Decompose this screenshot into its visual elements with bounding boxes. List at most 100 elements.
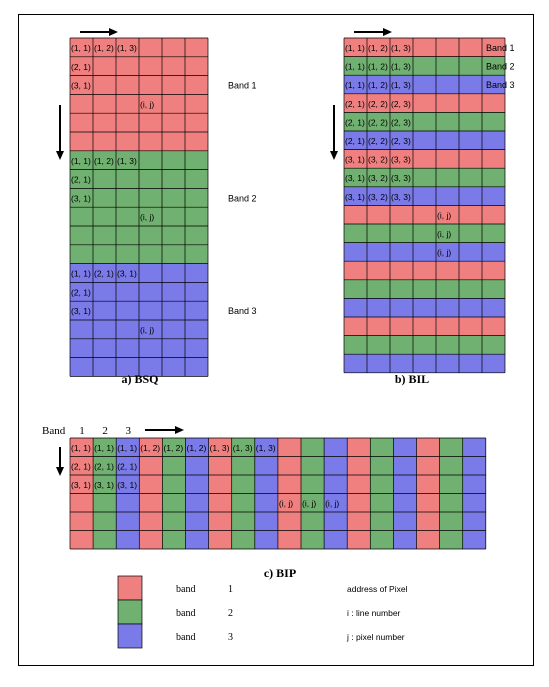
bsq-band-label: Band 2 [228,193,257,203]
bsq-cell-label: (1, 2) [94,156,114,166]
bip-band-number: 2 [102,425,108,437]
bil-cell-label: (1, 2) [368,80,388,90]
bsq-band-label: Band 3 [228,306,257,316]
bil-cell-label: (2, 3) [391,99,411,109]
bip-column-arrow [145,426,184,434]
bsq-cell-label: (i, j) [140,325,154,335]
bil-cell-label: (3, 3) [391,155,411,165]
bsq-caption: a) BSQ [121,372,158,386]
bil-cell-label: (1, 3) [391,43,411,53]
bil-cell-label: (2, 1) [345,99,365,109]
bil-cell-label: (2, 2) [368,117,388,127]
bsq-layout: (1, 1) (1, 2) (1, 3)(2, 1)(3, 1)(i, j)(1, … [56,28,257,386]
legend-note: i : line number [347,608,401,618]
legend-note: j : pixel number [346,632,405,642]
bip-cell-label: (1, 1) [117,443,137,453]
bsq-column-arrow [80,28,118,36]
bip-cell-label: (1, 2) [140,443,160,453]
bsq-cell-label: (2, 1) [71,62,91,72]
bil-cell-label: (2, 3) [391,136,411,146]
bip-cell-label: (3, 1) [71,480,91,490]
bil-row-strip [344,242,505,262]
bsq-cell-label: (3, 1) [117,269,137,279]
bip-cell-label: (1, 3) [210,443,230,453]
bsq-band-label: Band 1 [228,81,257,91]
bil-cell-label: (3, 3) [391,192,411,202]
bil-row-strip [344,261,505,280]
legend-band-word: band [176,608,195,619]
bip-cell-label: (1, 2) [187,443,207,453]
bsq-cell-label: (1, 1) [71,156,91,166]
bip-cell-label: (3, 1) [94,480,114,490]
bip-cell-label: (1, 3) [256,443,276,453]
bip-cell-label: (2, 1) [94,462,114,472]
bil-column-arrow [354,28,392,36]
bil-row-strip [344,93,505,113]
legend: band 1 band 2 band 3 address of Pixel i : line … [117,575,408,649]
figure-frame [18,14,534,666]
bil-band-label: Band 3 [486,80,515,90]
bil-cell-label: (3, 3) [391,173,411,183]
legend-band-word: band [176,584,195,595]
bip-band-number: 3 [125,425,131,437]
bip-cell-label: (1, 1) [71,443,91,453]
bil-row-strip [344,56,505,76]
bip-cell-label: (2, 1) [117,462,137,472]
bil-cell-label: (3, 1) [345,192,365,202]
legend-swatch [117,599,143,625]
bsq-cell-label: (3, 1) [71,193,91,203]
bil-row-strip [344,38,505,57]
bsq-cell-label: (1, 3) [117,156,137,166]
bil-row-strip [344,168,505,187]
bsq-cell-label: (i, j) [140,99,154,109]
bil-row-strip [344,75,505,94]
bil-row-strip [344,186,505,206]
bsq-row-arrow [56,105,64,160]
bil-row-strip [344,149,505,169]
bil-cell-label: (2, 1) [345,117,365,127]
bil-row-strip [344,112,505,131]
legend-swatch [117,623,143,649]
bil-row-arrow [330,105,338,160]
bil-row-strip [344,131,505,150]
bil-row-strip [344,354,505,373]
bil-row-strip [344,224,505,243]
legend-swatch [117,575,143,601]
bip-layout: (1, 1) (1, 1) (1, 1) (1, 2) (1, 2) (1, 2) (1, … [42,425,487,580]
bil-cell-label: (3, 2) [368,173,388,183]
bil-cell-label: (2, 1) [345,136,365,146]
bip-cell-label: (2, 1) [71,462,91,472]
bil-cell-label: (2, 3) [391,117,411,127]
bil-row-strip [344,205,505,224]
bip-cell-label: (3, 1) [117,480,137,490]
legend-band-number: 2 [228,608,233,619]
bsq-cell-label: (2, 1) [71,287,91,297]
bsq-cell-label: (2, 1) [94,269,114,279]
bil-cell-label: (i, j) [437,210,451,220]
bip-cell-label: (1, 2) [163,443,183,453]
bil-row-strip [344,298,505,317]
bil-cell-label: (1, 3) [391,62,411,72]
legend-band-word: band [176,632,195,643]
bip-cell-label: (1, 3) [233,443,253,453]
bip-band-header: Band [42,425,66,437]
bsq-cell-label: (i, j) [140,212,154,222]
bil-layout: (1, 1) (1, 2) (1, 3)(1, 1) (1, 2) (1, 3)(1, … [330,28,515,386]
bsq-cell-label: (3, 1) [71,306,91,316]
bil-cell-label: (3, 1) [345,173,365,183]
bil-cell-label: (1, 1) [345,80,365,90]
bil-cell-label: (1, 3) [391,80,411,90]
bip-row-arrow [56,447,64,476]
bil-caption: b) BIL [395,372,429,386]
legend-band-number: 1 [228,584,233,595]
bsq-cell-label: (3, 1) [71,81,91,91]
bil-band-label: Band 1 [486,43,515,53]
bil-band-label: Band 2 [486,62,515,72]
bil-cell-label: (i, j) [437,229,451,239]
bip-cell-label: (i, j) [325,499,339,509]
bip-cell-label: (i, j) [279,499,293,509]
bil-cell-label: (2, 2) [368,99,388,109]
bil-cell-label: (1, 1) [345,62,365,72]
bsq-cell-label: (1, 1) [71,269,91,279]
legend-note: address of Pixel [347,584,408,594]
